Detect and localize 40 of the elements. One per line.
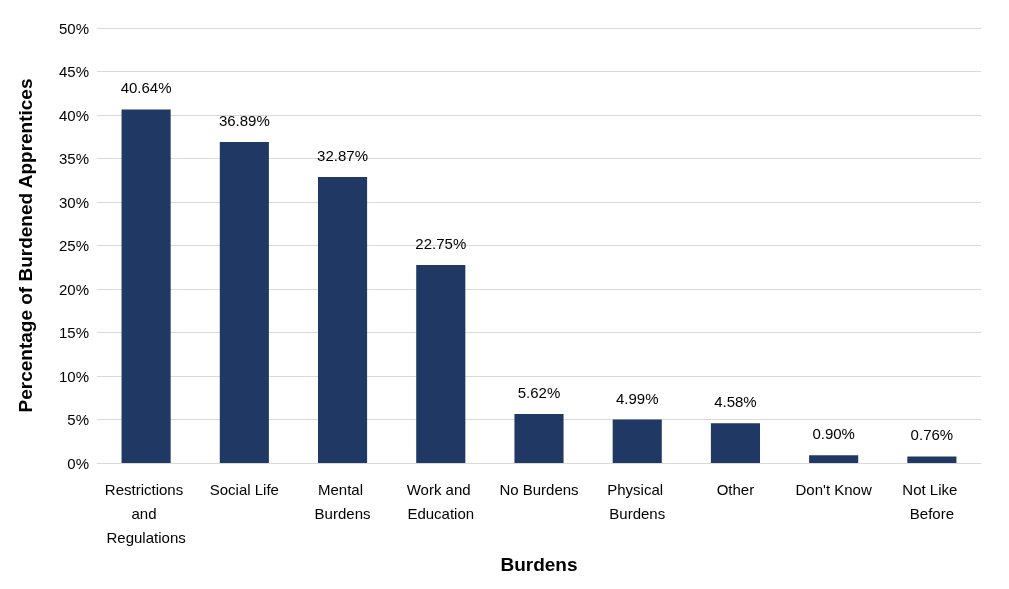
bar [121, 109, 171, 463]
x-tick-label: Don't Know [795, 480, 872, 498]
bar [219, 142, 269, 463]
x-tick-label: Physical Burdens [607, 480, 668, 522]
y-tick-label: 40% [58, 106, 89, 124]
data-label: 22.75% [415, 235, 467, 253]
bar [809, 455, 859, 463]
data-label: 0.90% [812, 425, 855, 443]
data-label: 32.87% [317, 147, 368, 165]
bar [318, 177, 368, 463]
y-tick-label: 5% [67, 411, 89, 428]
data-label: 36.89% [218, 112, 270, 130]
y-tick-label: 10% [58, 367, 89, 385]
x-tick-label: Mental Burdens [314, 480, 371, 522]
data-label: 0.76% [910, 426, 954, 444]
y-tick-label: 45% [58, 63, 89, 80]
data-label: 4.99% [615, 389, 659, 407]
x-tick-label: Work and Education [406, 480, 475, 522]
x-axis-title: Burdens [500, 554, 578, 575]
x-tick-label: Social Life [209, 480, 279, 498]
y-axis-title: Percentage of Burdened Apprentices [15, 78, 36, 413]
x-tick-label: Not Like Before [902, 480, 962, 522]
bar [710, 423, 760, 463]
x-tick-label: No Burdens [499, 480, 579, 498]
y-tick-label: 35% [58, 150, 89, 167]
x-tick-label: Other [716, 480, 755, 498]
y-tick-label: 25% [58, 237, 89, 254]
data-label: 40.64% [120, 79, 172, 97]
bar [612, 419, 662, 463]
y-tick-label: 0% [67, 454, 89, 472]
data-label: 4.58% [714, 393, 757, 411]
bar [907, 456, 957, 463]
bar [416, 265, 466, 463]
y-tick-label: 50% [58, 19, 89, 37]
y-tick-label: 15% [58, 324, 89, 341]
y-tick-label: 30% [58, 193, 89, 211]
data-label: 5.62% [517, 384, 561, 402]
x-tick-label: Restrictions and Regulations [104, 480, 188, 546]
y-tick-label: 20% [58, 280, 89, 298]
bar [514, 414, 564, 463]
